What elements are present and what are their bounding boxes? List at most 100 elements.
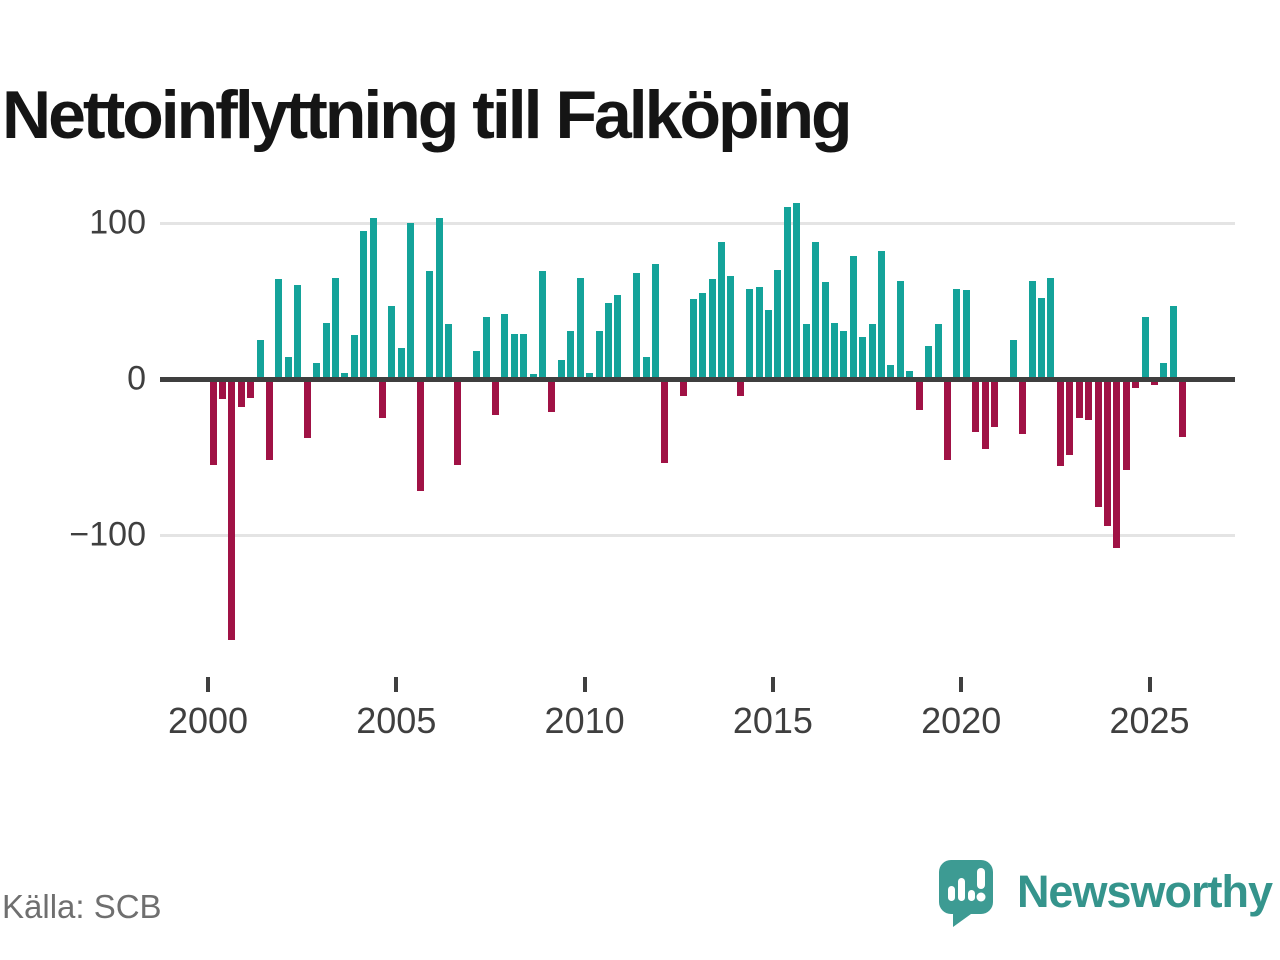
bar: [1169, 305, 1177, 379]
bar: [294, 285, 302, 379]
bar: [303, 379, 311, 439]
bar: [1113, 379, 1121, 548]
bar: [1056, 379, 1064, 467]
bar: [435, 218, 443, 379]
x-axis-tick: [1147, 677, 1152, 692]
bar: [755, 287, 763, 379]
bar: [1066, 379, 1074, 456]
bar: [322, 322, 330, 379]
bar: [859, 336, 867, 379]
bar: [313, 363, 321, 379]
bar: [454, 379, 462, 465]
bar: [397, 347, 405, 379]
bar: [699, 293, 707, 379]
bar: [793, 202, 801, 379]
bar: [840, 330, 848, 379]
bar: [925, 346, 932, 379]
bar: [868, 324, 876, 379]
bar: [774, 269, 782, 379]
x-axis-line: [160, 376, 1235, 382]
x-axis-label: 2020: [921, 700, 1002, 741]
x-axis-label: 2015: [732, 700, 813, 741]
bar: [209, 379, 217, 465]
bar: [369, 218, 377, 379]
bar: [972, 379, 980, 432]
bar: [1085, 379, 1093, 420]
bar: [407, 223, 415, 379]
chart-title: Nettoinflyttning till Falköping: [2, 76, 853, 153]
bar: [510, 333, 518, 379]
bar: [765, 310, 772, 379]
newsworthy-logo-text: Newsworthy: [1016, 866, 1273, 917]
x-axis-label: 2025: [1109, 700, 1190, 741]
bar: [548, 379, 556, 412]
bar: [633, 272, 641, 379]
bar: [256, 340, 264, 379]
bar: [1009, 340, 1017, 379]
bar: [981, 379, 989, 450]
newsworthy-logo: Newsworthy: [938, 860, 1273, 930]
bar: [539, 271, 546, 379]
x-axis-tick: [394, 677, 399, 692]
bar: [1132, 379, 1140, 389]
bar: [962, 290, 970, 379]
bar: [812, 241, 820, 379]
bar: [849, 255, 857, 379]
bar: [689, 299, 697, 379]
x-axis-tick: [959, 677, 964, 692]
bar: [746, 288, 754, 379]
bar: [1075, 379, 1083, 418]
bar: [237, 379, 245, 408]
bar: [331, 277, 339, 379]
bar: [284, 357, 292, 379]
bar: [727, 276, 735, 379]
x-axis-tick: [206, 677, 210, 692]
bar: [943, 379, 951, 461]
gridline: [160, 222, 1235, 225]
bar: [228, 379, 236, 640]
bar: [576, 277, 584, 379]
bar: [1028, 280, 1036, 379]
bar: [708, 279, 716, 379]
x-axis-tick: [582, 677, 587, 692]
bar: [1047, 277, 1055, 379]
x-axis-label: 2005: [356, 700, 437, 741]
y-axis-label: 0: [127, 359, 146, 398]
bar: [360, 230, 368, 379]
bar: [1179, 379, 1187, 437]
bar: [990, 379, 998, 428]
bar: [520, 333, 528, 379]
bar: [1094, 379, 1102, 507]
bar: [275, 279, 283, 379]
bar: [1103, 379, 1111, 526]
bar: [821, 282, 829, 379]
newsworthy-logo-icon: [938, 860, 993, 927]
bar: [444, 324, 452, 379]
bar: [473, 350, 481, 379]
bar: [1141, 316, 1149, 379]
gridline: [160, 534, 1235, 537]
bar: [388, 305, 396, 379]
bar: [501, 313, 509, 379]
x-axis-tick: [770, 677, 775, 692]
y-axis-label: 100: [89, 203, 146, 242]
source-text: Källa: SCB: [2, 888, 162, 925]
bar: [717, 241, 725, 379]
bar: [491, 379, 499, 415]
bar: [802, 324, 810, 379]
bar: [1160, 363, 1168, 379]
bar: [595, 330, 603, 379]
bar: [1122, 379, 1130, 470]
bar: [906, 371, 914, 379]
bar: [604, 302, 612, 379]
bar: [557, 360, 565, 379]
bar: [830, 322, 838, 379]
bar: [416, 379, 424, 492]
bar: [266, 379, 273, 461]
bar: [652, 263, 659, 379]
bar: [247, 379, 255, 398]
bar: [680, 379, 688, 397]
bar: [1019, 379, 1027, 434]
y-axis-label: −100: [69, 515, 146, 554]
